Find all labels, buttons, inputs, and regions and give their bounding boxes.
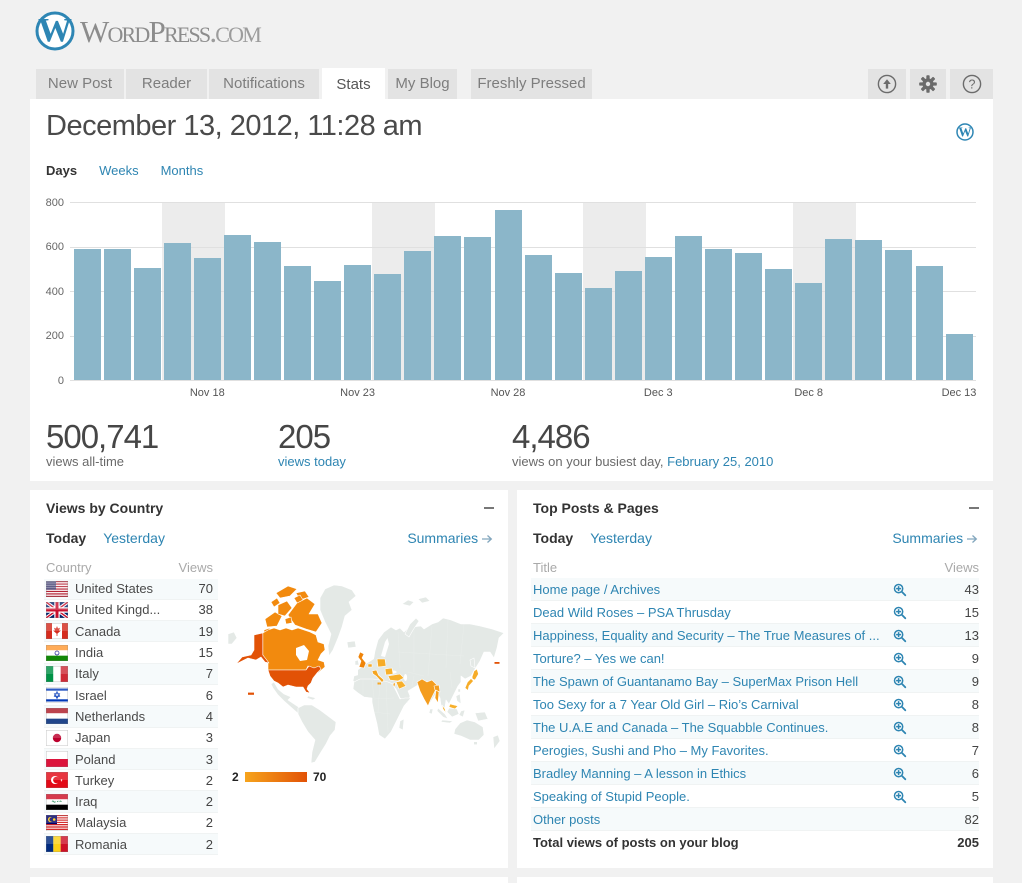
svg-text:W: W [38,12,72,49]
svg-text:W: W [958,125,972,140]
svg-text:?: ? [968,78,975,92]
